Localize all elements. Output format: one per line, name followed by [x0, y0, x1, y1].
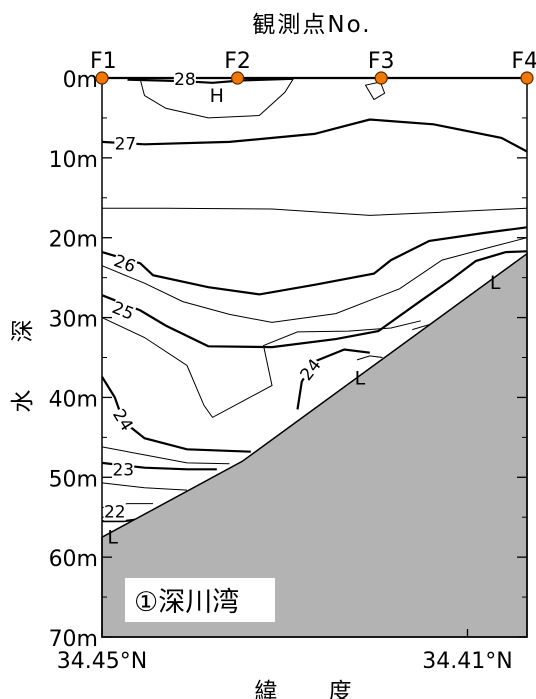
closed-contour — [364, 81, 386, 101]
contour-label-bg — [111, 251, 139, 276]
contour-label-group-1: 27 — [114, 134, 137, 154]
contour-line-5 — [101, 237, 528, 323]
contour-line-3 — [102, 207, 528, 216]
contour-line-8 — [101, 376, 251, 453]
contour-label-1: 27 — [115, 134, 137, 154]
contour-line-2 — [101, 118, 528, 153]
contour-label-6: 23 — [112, 460, 134, 480]
contour-label-bg — [109, 297, 137, 323]
station-point-f2 — [230, 71, 245, 85]
marker-l-2: L — [355, 368, 366, 390]
contour-label-0: 28 — [174, 70, 196, 90]
contour-label-7: 22 — [104, 503, 126, 523]
y-tick-label-4: 40m — [49, 387, 98, 412]
y-tick-label-3: 30m — [49, 308, 98, 333]
station-point-f4 — [520, 71, 534, 85]
contour-label-4: 24 — [108, 406, 136, 435]
station-point-f1 — [95, 71, 109, 85]
y-tick-label-7: 70m — [49, 627, 98, 652]
marker-h-0: H — [210, 85, 224, 107]
y-tick-label-5: 50m — [49, 467, 98, 492]
marker-l-3: L — [490, 272, 501, 294]
contour-line-1 — [139, 78, 294, 119]
contour-line-6 — [101, 250, 528, 349]
contour-label-bg — [114, 134, 137, 153]
chart-title: 観測点No. — [252, 12, 371, 38]
station-point-f3 — [374, 71, 388, 85]
contour-line-4 — [101, 226, 528, 296]
contour-line-7 — [101, 317, 421, 419]
y-tick-label-1: 10m — [49, 148, 98, 173]
contour-label-bg — [109, 405, 137, 434]
station-label-f1: F1 — [90, 49, 117, 74]
marker-l-1: L — [107, 527, 118, 549]
contour-line-15 — [356, 355, 383, 361]
contour-line-10 — [101, 446, 230, 465]
contour-label-bg — [296, 355, 325, 384]
panel-label-box — [125, 578, 275, 622]
panel-label: ①深川湾 — [134, 587, 239, 618]
contour-label-group-6: 23 — [112, 460, 135, 480]
x-axis-label: 緯 度 — [254, 679, 373, 699]
contour-label-group-3: 25 — [109, 297, 137, 325]
contour-label-bg — [112, 460, 135, 479]
contour-line-0 — [127, 77, 294, 84]
y-tick-label-6: 60m — [49, 547, 98, 572]
contour-label-group-7: 22 — [103, 502, 126, 523]
contour-label-3: 25 — [109, 298, 137, 325]
station-label-f2: F2 — [224, 49, 251, 74]
station-layer: F1 F2 F3 F4 — [90, 49, 536, 85]
contour-label-bg — [173, 69, 196, 88]
contour-label-group-4: 24 — [108, 405, 137, 435]
x-tick-label-0: 34.45°N — [57, 649, 147, 674]
y-tick-label-0: 0m — [63, 68, 98, 93]
contour-label-bg — [103, 502, 126, 521]
x-tick-label-1: 34.41°N — [422, 649, 512, 674]
contour-line-12 — [101, 482, 188, 491]
y-axis-label: 水 深 — [10, 299, 36, 412]
y-tick-label-2: 20m — [49, 228, 98, 253]
station-label-f3: F3 — [368, 49, 395, 74]
contour-line-14 — [102, 518, 137, 523]
station-label-f4: F4 — [511, 49, 536, 74]
contour-label-group-0: 28 — [173, 69, 196, 90]
